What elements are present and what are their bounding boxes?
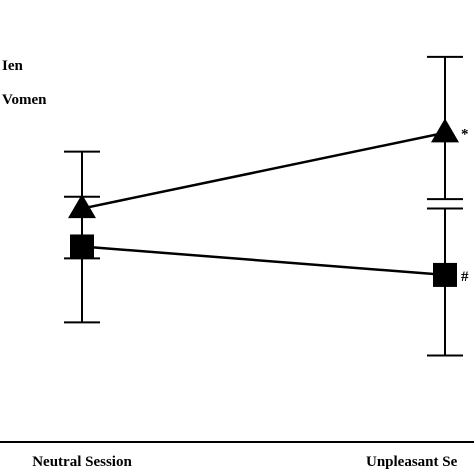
point-men-0 (68, 194, 96, 219)
x-tick-label-unpleasant: Unpleasant Se (366, 454, 458, 470)
annotation-men-1: * (461, 127, 469, 143)
series-markers (68, 118, 459, 287)
annotations: *# (461, 127, 469, 285)
point-women-1 (433, 262, 457, 287)
legend: Ien Vomen (2, 58, 47, 108)
annotation-women-1: # (461, 269, 469, 285)
point-men-1 (431, 118, 459, 143)
legend-label-men: Ien (2, 58, 23, 74)
error-bars (64, 55, 463, 357)
point-women-0 (70, 234, 94, 259)
category-labels: Neutral Session Unpleasant Se (32, 454, 457, 470)
series-lines (81, 131, 446, 277)
series-line-women (81, 245, 446, 277)
legend-label-women: Vomen (2, 92, 47, 108)
series-line-men (81, 131, 446, 210)
x-tick-label-neutral: Neutral Session (32, 454, 132, 470)
